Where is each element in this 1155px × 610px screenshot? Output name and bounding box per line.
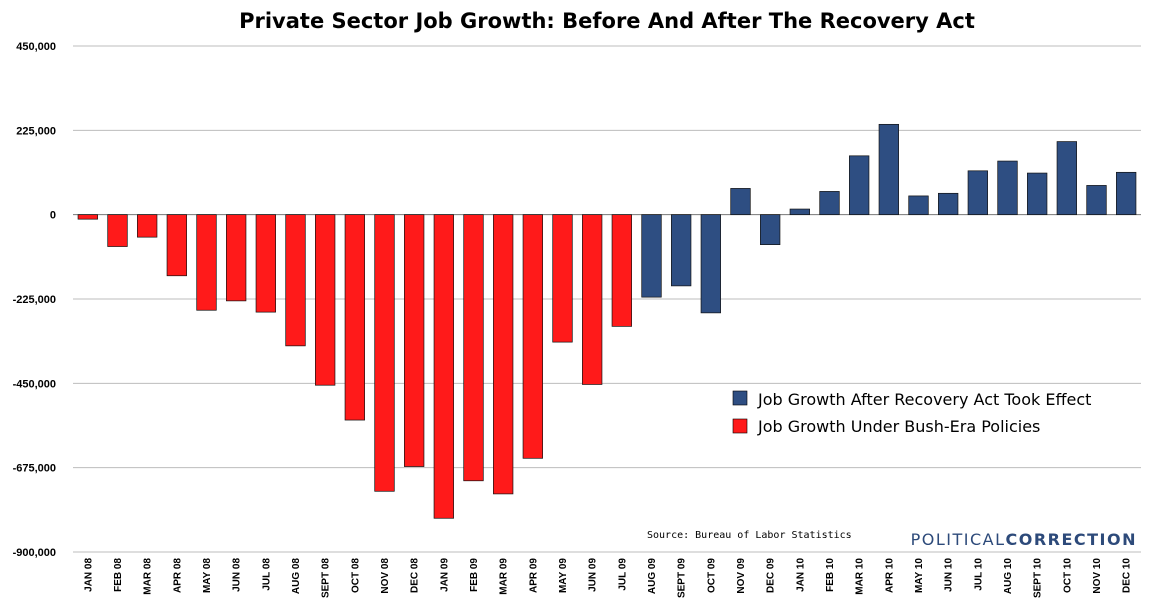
x-tick-label: NOV 08 bbox=[380, 558, 391, 594]
y-tick-label: 0 bbox=[50, 210, 56, 222]
bar-sept-08 bbox=[315, 214, 336, 386]
x-tick-label: JUL 09 bbox=[617, 558, 628, 591]
bars bbox=[77, 123, 1137, 519]
x-tick-label: SEPT 10 bbox=[1033, 558, 1044, 598]
bar-jan-08 bbox=[77, 214, 98, 220]
x-tick-label: MAY 10 bbox=[914, 558, 925, 593]
x-tick-label: JUN 10 bbox=[944, 558, 955, 592]
x-tick-label: APR 08 bbox=[172, 558, 183, 593]
y-tick-label: -675,000 bbox=[13, 463, 56, 475]
bar-apr-10 bbox=[878, 123, 899, 216]
legend-label-bush: Job Growth Under Bush-Era Policies bbox=[757, 417, 1040, 436]
bar-jun-10 bbox=[938, 192, 959, 216]
bar-aug-09 bbox=[641, 214, 662, 298]
x-tick-label: JAN 10 bbox=[795, 558, 806, 592]
bar-may-10 bbox=[908, 195, 929, 216]
brand-correction: CORRECTION bbox=[1005, 530, 1137, 549]
bar-jul-08 bbox=[255, 214, 276, 313]
legend-swatch-recovery bbox=[732, 390, 748, 406]
bar-oct-08 bbox=[344, 214, 365, 421]
brand-logo: POLITICALCORRECTION bbox=[911, 530, 1137, 549]
x-tick-label: JUN 09 bbox=[588, 558, 599, 592]
x-tick-label: JAN 08 bbox=[83, 558, 94, 592]
gridlines bbox=[73, 45, 1141, 553]
x-tick-label: FEB 09 bbox=[469, 558, 480, 592]
bar-mar-08 bbox=[137, 214, 158, 238]
bar-jun-08 bbox=[226, 214, 247, 302]
x-axis-ticks: JAN 08 FEB 08 MAR 08 APR 08 MAY 08 JUN 08 JUL … bbox=[83, 558, 1132, 598]
y-tick-label: -450,000 bbox=[13, 378, 56, 390]
x-tick-label: NOV 10 bbox=[1092, 558, 1103, 594]
x-tick-label: DEC 09 bbox=[766, 558, 777, 593]
bar-nov-08 bbox=[374, 214, 395, 492]
bar-sept-10 bbox=[1027, 172, 1048, 216]
x-tick-label: APR 10 bbox=[884, 558, 895, 593]
x-tick-label: AUG 09 bbox=[647, 558, 658, 595]
x-tick-label: FEB 08 bbox=[113, 558, 124, 592]
x-tick-label: DEC 08 bbox=[410, 558, 421, 593]
x-tick-label: SEPT 08 bbox=[321, 558, 332, 598]
bar-feb-10 bbox=[819, 191, 840, 216]
x-tick-label: APR 09 bbox=[528, 558, 539, 593]
x-tick-label: JAN 09 bbox=[439, 558, 450, 592]
source-note: Source: Bureau of Labor Statistics bbox=[647, 530, 852, 541]
bar-jan-10 bbox=[789, 208, 810, 216]
bar-aug-08 bbox=[285, 214, 306, 347]
x-tick-label: DEC 10 bbox=[1122, 558, 1133, 593]
x-tick-label: FEB 10 bbox=[825, 558, 836, 592]
x-tick-label: OCT 10 bbox=[1062, 558, 1073, 593]
bar-feb-08 bbox=[107, 214, 128, 247]
x-tick-label: AUG 08 bbox=[291, 558, 302, 595]
legend: Job Growth After Recovery Act Took Effec… bbox=[732, 390, 1091, 436]
legend-swatch-bush bbox=[732, 418, 748, 434]
bar-jul-10 bbox=[967, 170, 988, 216]
y-axis-ticks: 450,000 225,000 0 -225,000 -450,000 -675,000 -… bbox=[13, 41, 56, 559]
bar-dec-10 bbox=[1116, 171, 1137, 216]
x-tick-label: NOV 09 bbox=[736, 558, 747, 594]
x-tick-label: MAR 09 bbox=[499, 558, 510, 595]
x-tick-label: OCT 08 bbox=[350, 558, 361, 593]
x-tick-label: MAR 08 bbox=[143, 558, 154, 595]
bar-may-09 bbox=[552, 214, 573, 343]
bar-nov-09 bbox=[730, 188, 751, 216]
bar-mar-09 bbox=[493, 214, 514, 495]
bar-dec-09 bbox=[760, 214, 781, 246]
x-tick-label: JUL 08 bbox=[261, 558, 272, 591]
y-tick-label: 225,000 bbox=[16, 125, 56, 137]
legend-label-recovery: Job Growth After Recovery Act Took Effec… bbox=[757, 390, 1091, 409]
y-tick-label: 450,000 bbox=[16, 41, 56, 53]
bar-oct-10 bbox=[1056, 141, 1077, 216]
bar-oct-09 bbox=[700, 214, 721, 314]
x-tick-label: MAY 09 bbox=[558, 558, 569, 593]
bar-dec-08 bbox=[404, 214, 425, 467]
brand-political: POLITICAL bbox=[911, 530, 1006, 549]
bar-feb-09 bbox=[463, 214, 484, 482]
bar-apr-09 bbox=[522, 214, 543, 459]
bar-jun-09 bbox=[582, 214, 603, 385]
bar-aug-10 bbox=[997, 160, 1018, 216]
x-tick-label: OCT 09 bbox=[706, 558, 717, 593]
y-tick-label: -225,000 bbox=[13, 294, 56, 306]
bar-jul-09 bbox=[611, 214, 632, 327]
bar-nov-10 bbox=[1086, 185, 1107, 216]
x-tick-label: MAY 08 bbox=[202, 558, 213, 593]
x-tick-label: JUN 08 bbox=[232, 558, 243, 592]
x-tick-label: JUL 10 bbox=[973, 558, 984, 591]
bar-may-08 bbox=[196, 214, 217, 311]
chart-title: Private Sector Job Growth: Before And Af… bbox=[239, 9, 975, 33]
bar-jan-09 bbox=[433, 214, 454, 519]
bar-sept-09 bbox=[671, 214, 692, 287]
x-tick-label: AUG 10 bbox=[1003, 558, 1014, 595]
bar-mar-10 bbox=[849, 155, 870, 216]
x-tick-label: SEPT 09 bbox=[677, 558, 688, 598]
bar-apr-08 bbox=[166, 214, 187, 277]
x-tick-label: MAR 10 bbox=[855, 558, 866, 595]
y-tick-label: -900,000 bbox=[13, 547, 56, 559]
